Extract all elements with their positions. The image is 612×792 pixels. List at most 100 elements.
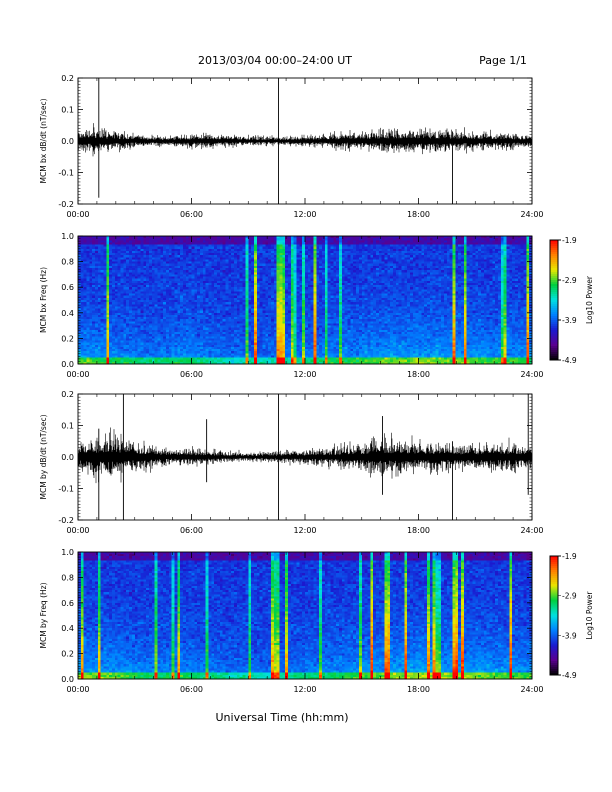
spectrogram-cell (92, 287, 95, 289)
spectrogram-cell (166, 253, 169, 255)
spectrogram-cell (152, 360, 155, 362)
spectrogram-cell (302, 291, 305, 293)
spectrogram-cell (217, 355, 220, 357)
spectrogram-cell (294, 281, 297, 283)
spectrogram-cell (260, 341, 263, 343)
spectrogram-cell (223, 353, 226, 355)
spectrogram-cell (89, 349, 92, 351)
spectrogram-cell (231, 334, 234, 336)
spectrogram-cell (211, 302, 214, 304)
spectrogram-cell (268, 283, 271, 285)
spectrogram-cell (81, 255, 84, 257)
spectrogram-cell (265, 332, 268, 334)
spectrogram-cell (143, 345, 146, 347)
spectrogram-cell (217, 245, 220, 247)
spectrogram-cell (254, 311, 257, 313)
spectrogram-cell (132, 279, 135, 281)
spectrogram-cell (240, 355, 243, 357)
spectrogram-cell (220, 270, 223, 272)
spectrogram-cell (106, 355, 109, 357)
spectrogram-cell (140, 247, 143, 249)
spectrogram-cell (285, 311, 288, 313)
spectrogram-cell (251, 334, 254, 336)
spectrogram-cell (214, 353, 217, 355)
spectrogram-cell (220, 272, 223, 274)
spectrogram-cell (197, 294, 200, 296)
spectrogram-cell (152, 336, 155, 338)
spectrogram-cell (112, 240, 115, 242)
spectrogram-cell (291, 321, 294, 323)
spectrogram-cell (237, 266, 240, 268)
spectrogram-cell (282, 328, 285, 330)
spectrogram-cell (192, 323, 195, 325)
spectrogram-cell (279, 298, 282, 300)
spectrogram-cell (226, 242, 229, 244)
spectrogram-cell (112, 262, 115, 264)
spectrogram-cell (172, 360, 175, 362)
spectrogram-cell (174, 313, 177, 315)
spectrogram-cell (89, 351, 92, 353)
spectrogram-cell (143, 281, 146, 283)
spectrogram-cell (294, 285, 297, 287)
spectrogram-cell (118, 270, 121, 272)
spectrogram-cell (251, 306, 254, 308)
spectrogram-cell (172, 240, 175, 242)
spectrogram-cell (231, 360, 234, 362)
spectrogram-cell (166, 315, 169, 317)
spectrogram-cell (146, 240, 149, 242)
spectrogram-cell (277, 315, 280, 317)
spectrogram-cell (220, 291, 223, 293)
spectrogram-cell (172, 330, 175, 332)
spectrogram-cell (132, 294, 135, 296)
spectrogram-cell (226, 279, 229, 281)
spectrogram-cell (277, 279, 280, 281)
spectrogram-cell (109, 296, 112, 298)
spectrogram-cell (200, 321, 203, 323)
spectrogram-cell (248, 349, 251, 351)
spectrogram-cell (189, 249, 192, 251)
spectrogram-cell (115, 330, 118, 332)
spectrogram-cell (138, 332, 141, 334)
spectrogram-cell (302, 334, 305, 336)
spectrogram-cell (138, 268, 141, 270)
spectrogram-cell (149, 294, 152, 296)
spectrogram-cell (106, 321, 109, 323)
spectrogram-cell (183, 257, 186, 259)
spectrogram-cell (262, 289, 265, 291)
spectrogram-cell (112, 360, 115, 362)
spectrogram-cell (146, 274, 149, 276)
spectrogram-cell (104, 249, 107, 251)
spectrogram-cell (302, 255, 305, 257)
spectrogram-cell (282, 247, 285, 249)
spectrogram-cell (101, 259, 104, 261)
spectrogram-cell (163, 330, 166, 332)
spectrogram-cell (98, 272, 101, 274)
spectrogram-cell (265, 262, 268, 264)
spectrogram-cell (231, 279, 234, 281)
spectrogram-cell (248, 328, 251, 330)
spectrogram-cell (260, 296, 263, 298)
spectrogram-cell (305, 249, 308, 251)
spectrogram-cell (140, 255, 143, 257)
spectrogram-cell (223, 313, 226, 315)
spectrogram-cell (251, 240, 254, 242)
spectrogram-cell (294, 338, 297, 340)
spectrogram-cell (220, 306, 223, 308)
spectrogram-cell (109, 249, 112, 251)
spectrogram-cell (166, 272, 169, 274)
spectrogram-cell (277, 274, 280, 276)
spectrogram-cell (166, 279, 169, 281)
spectrogram-cell (152, 328, 155, 330)
spectrogram-cell (186, 319, 189, 321)
spectrogram-cell (268, 347, 271, 349)
spectrogram-cell (81, 355, 84, 357)
spectrogram-cell (305, 302, 308, 304)
spectrogram-cell (260, 347, 263, 349)
spectrogram-cell (160, 328, 163, 330)
spectrogram-cell (211, 311, 214, 313)
spectrogram-cell (288, 360, 291, 362)
spectrogram-cell (279, 259, 282, 261)
spectrogram-cell (257, 328, 260, 330)
spectrogram-cell (231, 345, 234, 347)
spectrogram-cell (160, 296, 163, 298)
